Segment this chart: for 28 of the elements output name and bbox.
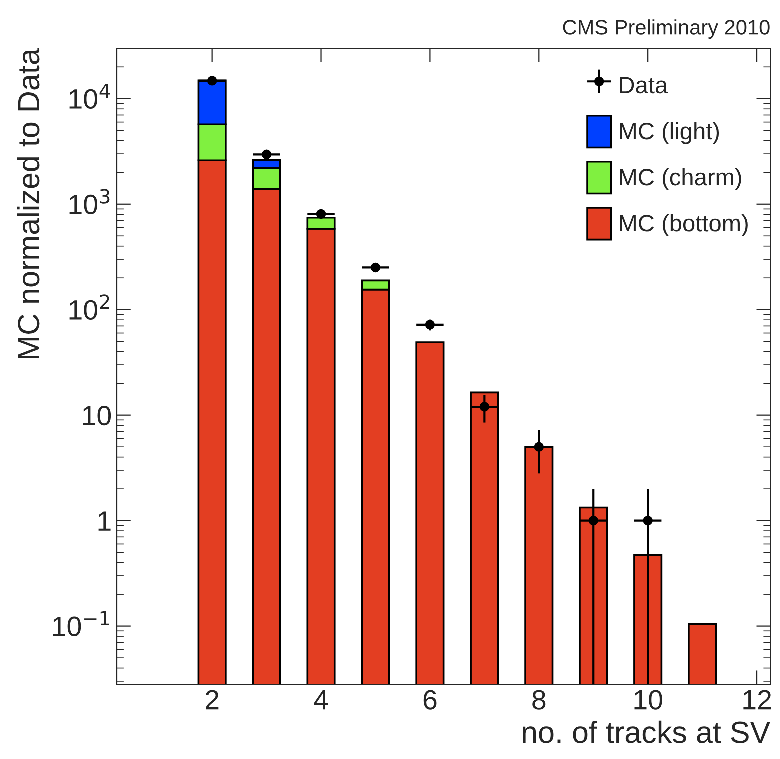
point [370, 262, 381, 273]
legend-label: MC (charm) [620, 168, 742, 190]
legend-label: MC (light) [620, 122, 720, 144]
legend-label: MC (bottom) [620, 214, 748, 236]
point [207, 76, 218, 86]
x-tick-label: 4 [314, 690, 328, 710]
point [534, 442, 544, 452]
y-axis-title: MC normalized to Data [17, 48, 40, 359]
x-tick-label: 6 [424, 690, 437, 710]
point [316, 209, 326, 220]
y-tick-label: 10$^{−1}$ [53, 611, 110, 636]
point [425, 320, 436, 330]
x-tick-label: 2 [206, 690, 219, 710]
point [262, 150, 272, 160]
x-tick-label: 10 [634, 690, 662, 710]
point [480, 402, 490, 412]
y-tick-label: 10$^{3}$ [70, 189, 110, 215]
legend-label: Data [620, 77, 668, 94]
y-tick-label: 10$^{2}$ [70, 294, 110, 320]
point [643, 516, 653, 526]
y-tick-label: 10$^{4}$ [70, 84, 110, 110]
chart-title: CMS Preliminary 2010 [563, 20, 770, 40]
x-tick-label: 12 [744, 690, 772, 710]
y-tick-label: 10 [83, 406, 112, 426]
point [588, 516, 598, 526]
x-axis-title: no. of tracks at SV [523, 720, 771, 744]
x-tick-label: 8 [532, 690, 546, 710]
y-tick-label: 1 [98, 512, 111, 531]
